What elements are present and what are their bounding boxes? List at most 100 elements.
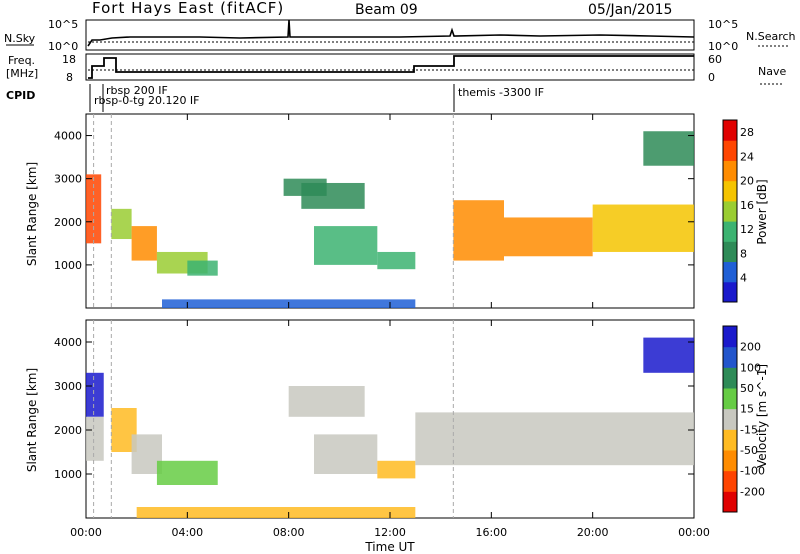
data-patch (86, 416, 104, 461)
velocity-heatmap-cells (86, 320, 694, 518)
power-y-axis: 1000 2000 3000 4000 (54, 130, 694, 272)
colorbar-segment (723, 408, 737, 430)
colorbar-tick-label: 15 (740, 403, 754, 416)
colorbar-tick-label: -50 (740, 444, 758, 457)
x-tick-label: 00:00 (678, 526, 710, 539)
colorbar-tick-label: 24 (740, 150, 754, 163)
colorbar-segment (723, 261, 737, 283)
cpid-entry-3: themis -3300 IF (458, 86, 544, 99)
colorbar-segment (723, 180, 737, 202)
y-tick-label: 4000 (54, 336, 82, 349)
data-patch (643, 337, 694, 373)
noise-right-tick-top: 10^5 (708, 18, 738, 31)
y-tick-label: 2000 (54, 424, 82, 437)
colorbar-tick-label: 100 (740, 361, 761, 374)
x-tick-label: 16:00 (475, 526, 507, 539)
colorbar-segment (723, 326, 737, 348)
noise-right-label: N.Search (746, 30, 796, 43)
colorbar-segment (723, 241, 737, 263)
data-patch (314, 226, 378, 265)
power-ylabel: Slant Range [km] (25, 162, 39, 266)
colorbar-segment (723, 346, 737, 368)
data-patch (453, 200, 504, 261)
noise-sky-trace (87, 19, 695, 47)
y-tick-label: 1000 (54, 259, 82, 272)
colorbar-segment (723, 491, 737, 513)
freq-trace (88, 55, 694, 79)
data-patch (643, 131, 694, 166)
data-patch (131, 226, 157, 261)
velocity-ylabel: Slant Range [km] (25, 368, 39, 472)
colorbar-segment (723, 367, 737, 389)
freq-left-tick-bottom: 8 (66, 71, 73, 84)
freq-left-tick-top: 18 (62, 53, 76, 66)
colorbar-segment (723, 450, 737, 472)
x-tick-label: 12:00 (374, 526, 406, 539)
freq-strip: Freq. [MHz] 18 8 60 0 Nave (6, 53, 786, 85)
colorbar-tick-label: 12 (740, 223, 754, 236)
data-patch (504, 217, 593, 257)
colorbar-frame (722, 325, 738, 513)
x-tick-label: 04:00 (171, 526, 203, 539)
colorbar-tick-label: -200 (740, 485, 765, 498)
cpid-strip: CPID rbsp 200 IF rbsp-0-tg 20.120 IF the… (6, 84, 544, 112)
colorbar-tick-label: -15 (740, 423, 758, 436)
colorbar-segment (723, 429, 737, 451)
data-patch (156, 460, 218, 485)
colorbar-segment (723, 200, 737, 222)
power-heatmap-cells (86, 114, 694, 308)
data-patch (377, 251, 416, 270)
y-tick-label: 4000 (54, 130, 82, 143)
colorbar-segment (723, 281, 737, 303)
data-patch (415, 412, 694, 466)
date-label: 05/Jan/2015 (588, 2, 672, 18)
colorbar-tick-label: 8 (740, 247, 747, 260)
velocity-colorbar-label: Velocity [m s^-1] (755, 364, 769, 468)
power-colorbar: 4 8 12 16 20 24 28 (722, 119, 754, 303)
colorbar-tick-label: 200 (740, 341, 761, 354)
data-patch (301, 182, 365, 209)
power-colorbar-label: Power [dB] (755, 179, 769, 244)
noise-strip: N.Sky 10^5 10^0 10^5 10^0 N.Search (4, 18, 796, 53)
colorbar-tick-label: 16 (740, 199, 754, 212)
noise-right-tick-bottom: 10^0 (708, 40, 738, 53)
y-tick-label: 1000 (54, 468, 82, 481)
freq-label-2: [MHz] (6, 67, 38, 80)
data-patch (111, 208, 132, 240)
data-patch (86, 372, 104, 417)
noise-left-tick-bottom: 10^0 (48, 40, 78, 53)
y-tick-label: 3000 (54, 380, 82, 393)
colorbar-segment (723, 140, 737, 161)
beam-label: Beam 09 (355, 2, 418, 18)
colorbar-segment (723, 388, 737, 410)
colorbar-tick-label: 50 (740, 382, 754, 395)
noise-left-label: N.Sky (4, 32, 36, 45)
colorbar-segment (723, 120, 737, 141)
velocity-panel: 1000 2000 3000 4000 Slant Range [km] 200 100… (25, 319, 769, 519)
x-axis-label: Time UT (364, 540, 415, 554)
colorbar-frame (722, 119, 738, 303)
x-tick-label: 00:00 (70, 526, 102, 539)
colorbar-segment (723, 221, 737, 242)
freq-label-1: Freq. (8, 54, 35, 67)
cpid-entry-2: rbsp-0-tg 20.120 IF (94, 94, 200, 107)
noise-left-tick-top: 10^5 (48, 18, 78, 31)
freq-right-tick-bottom: 0 (708, 71, 715, 84)
nave-label: Nave (758, 65, 786, 78)
x-tick-label: 08:00 (273, 526, 305, 539)
plot-title: Fort Hays East (fitACF) (92, 0, 284, 17)
colorbar-tick-label: 28 (740, 126, 754, 139)
colorbar-tick-label: 20 (740, 175, 754, 188)
power-panel: 1000 2000 3000 4000 Slant Range [km] 4 8 12 16… (25, 113, 769, 309)
velocity-y-axis: 1000 2000 3000 4000 (54, 336, 694, 481)
data-patch (187, 260, 218, 276)
velocity-colorbar: 200 100 50 15 -15 -50 -100 -200 (722, 325, 765, 513)
colorbar-tick-label: 4 (740, 272, 747, 285)
colorbar-segment (723, 160, 737, 182)
freq-right-tick-top: 60 (708, 53, 722, 66)
y-tick-label: 3000 (54, 173, 82, 186)
cpid-entry-1: rbsp 200 IF (106, 84, 168, 97)
colorbar-tick-label: -100 (740, 465, 765, 478)
x-tick-label: 20:00 (577, 526, 609, 539)
